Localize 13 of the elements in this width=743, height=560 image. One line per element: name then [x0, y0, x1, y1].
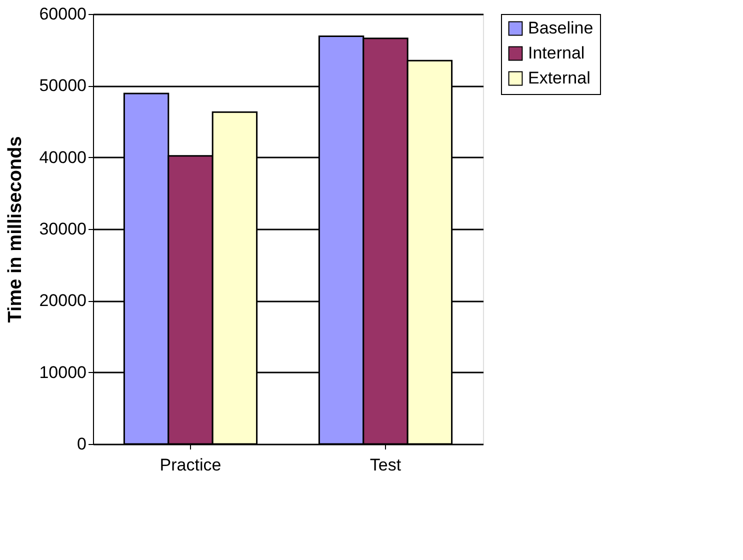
y-tick-label: 60000: [39, 4, 86, 24]
y-tick-label: 30000: [39, 220, 86, 238]
y-tick-label: 50000: [39, 76, 86, 96]
y-tick-label: 0: [77, 434, 86, 454]
legend-label: Internal: [528, 44, 585, 62]
y-tick-label: 40000: [39, 148, 86, 167]
y-tick-label: 20000: [39, 291, 86, 310]
y-tick-label: 10000: [39, 362, 86, 382]
legend-label: Baseline: [528, 18, 594, 38]
legend-label: External: [528, 68, 590, 88]
x-tick-label: Test: [370, 456, 402, 474]
x-tick-label: Practice: [160, 456, 222, 474]
y-axis-title: Time in milliseconds: [5, 136, 26, 323]
